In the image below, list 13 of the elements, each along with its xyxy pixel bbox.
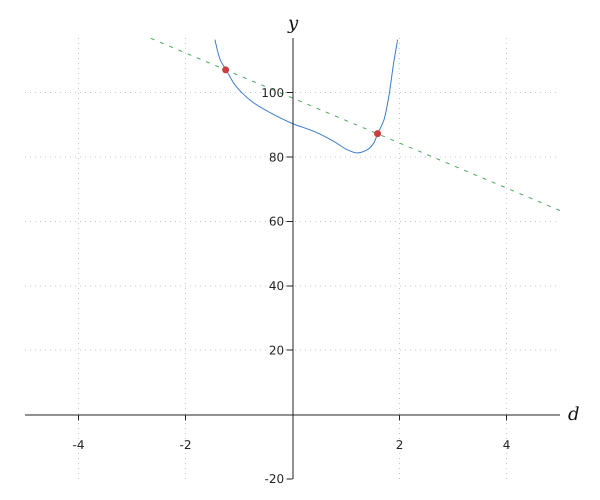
y-axis-title: y	[287, 13, 299, 34]
line-series	[214, 39, 398, 154]
x-tick-label: 2	[396, 438, 404, 452]
y-tick-label: 20	[268, 343, 284, 358]
x-tick-label: -2	[180, 438, 192, 452]
y-tick-label: 40	[268, 279, 284, 294]
y-tick-label: 80	[268, 150, 284, 164]
x-tick-label: 4	[502, 438, 510, 452]
y-tick-label: 60	[268, 214, 284, 229]
x-axis-title: d	[568, 404, 580, 425]
y-tick-label: -20	[264, 472, 284, 486]
x-tick-label: -4	[72, 438, 84, 452]
y-tick-label: 100	[261, 86, 284, 100]
